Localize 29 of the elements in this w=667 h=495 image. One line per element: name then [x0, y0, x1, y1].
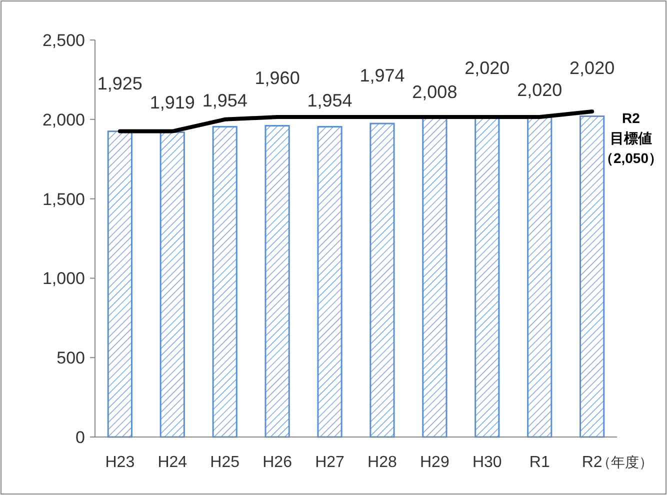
data-label: 1,974	[360, 66, 405, 86]
y-tick-label: 2,500	[42, 30, 85, 50]
y-tick-label: 2,000	[42, 110, 85, 130]
line-series	[118, 109, 594, 134]
text: R2	[622, 110, 640, 126]
data-label: 2,008	[412, 82, 458, 102]
y-tick-label: 1,000	[42, 269, 85, 288]
x-tick-label: H28	[368, 454, 398, 471]
x-tick-label: H24	[158, 454, 188, 471]
y-tick-label: 0	[76, 428, 85, 447]
data-label: 1,919	[150, 92, 195, 112]
x-tick-label: H26	[262, 454, 292, 471]
data-label: 2,020	[570, 58, 615, 78]
y-tick-label: 1,500	[42, 190, 85, 209]
y-tick-label: 500	[56, 348, 85, 368]
data-label: 1,925	[97, 73, 142, 94]
data-label: 1,954	[307, 90, 352, 111]
x-tick-label: H23	[105, 454, 135, 471]
data-label: 2,020	[464, 58, 510, 78]
x-tick-label: H29	[420, 454, 450, 471]
x-tick-label: H30	[472, 454, 502, 471]
x-tick-label: R1	[529, 454, 550, 471]
data-label: 2,020	[517, 80, 562, 100]
data-label: 1,954	[202, 90, 248, 111]
x-tick-label: H25	[210, 454, 240, 471]
data-label: 1,960	[254, 68, 300, 88]
x-tick-label: H27	[315, 454, 345, 471]
annotation: 目標値	[610, 130, 652, 146]
annotation: （2,050）	[599, 150, 663, 166]
